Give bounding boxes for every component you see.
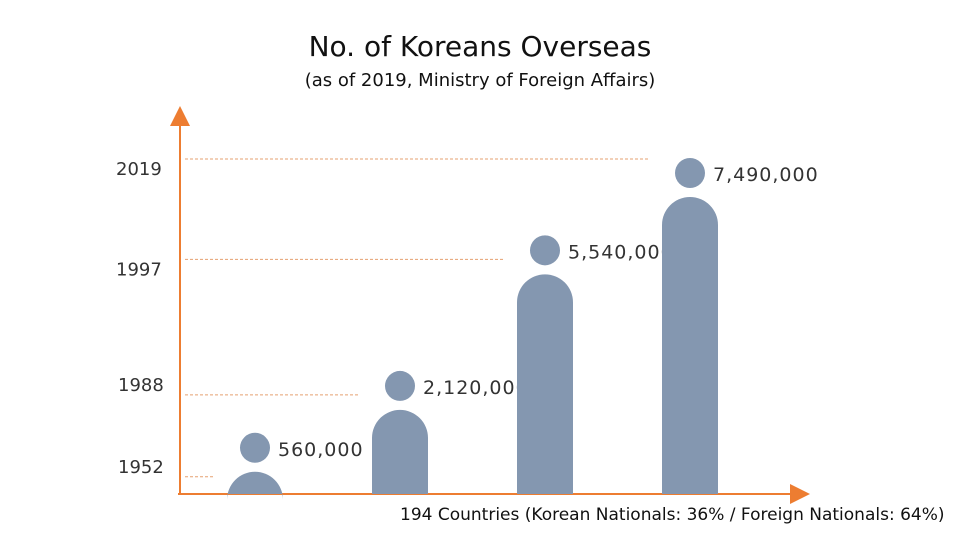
data-label-1988: 2,120,000	[423, 377, 529, 399]
bar-head-1988	[385, 370, 415, 401]
data-label-2019: 7,490,000	[713, 164, 819, 186]
y-tick-label-1952: 1952	[118, 457, 164, 478]
data-label-1997: 5,540,000	[568, 241, 674, 263]
chart-subtitle: (as of 2019, Ministry of Foreign Affairs…	[304, 70, 656, 91]
bar-1988	[372, 409, 429, 494]
data-label-1952: 560,000	[278, 439, 364, 461]
y-tick-label-1988: 1988	[118, 375, 164, 396]
bar-head-1952	[240, 432, 270, 463]
y-tick-label-2019: 2019	[116, 159, 162, 180]
bar-head-1997	[530, 235, 560, 266]
bar-2019	[662, 197, 718, 494]
bar-head-2019	[675, 158, 705, 188]
bar-1997	[517, 274, 573, 494]
chart-footnote: 194 Countries (Korean Nationals: 36% / F…	[400, 505, 945, 525]
y-tick-label-1997: 1997	[116, 259, 162, 280]
bar-1952	[227, 471, 283, 500]
chart-title: No. of Koreans Overseas	[308, 30, 652, 63]
